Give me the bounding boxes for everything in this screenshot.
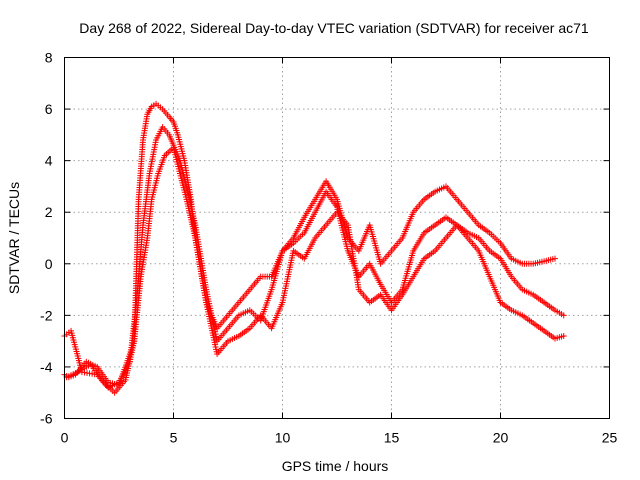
y-tick-label: 2	[45, 204, 53, 220]
y-tick-label: 0	[45, 256, 53, 272]
series-3	[63, 144, 567, 396]
y-tick-label: 4	[45, 153, 53, 169]
x-tick-label: 5	[170, 430, 178, 446]
y-tick-label: -6	[40, 411, 53, 427]
y-axis-label: SDTVAR / TECUs	[6, 182, 22, 294]
series-2	[61, 124, 567, 391]
x-tick-label: 10	[275, 430, 291, 446]
x-tick-label: 20	[493, 430, 509, 446]
y-tick-label: 6	[45, 101, 53, 117]
x-axis-label: GPS time / hours	[282, 458, 389, 474]
x-tick-label: 0	[61, 430, 69, 446]
y-tick-label: -4	[40, 359, 53, 375]
chart-title: Day 268 of 2022, Sidereal Day-to-day VTE…	[79, 20, 589, 36]
axis-ticks: 0 5 10 15 20 25 -6 -4 -2 0 2 4 6 8	[40, 50, 617, 446]
data-point	[552, 255, 558, 262]
grid-lines	[64, 57, 610, 419]
x-tick-label: 15	[384, 430, 400, 446]
y-tick-label: -2	[40, 307, 53, 323]
y-tick-label: 8	[45, 50, 53, 66]
data-point	[560, 332, 567, 339]
plot-frame	[64, 57, 610, 419]
x-tick-label: 25	[602, 430, 618, 446]
data-points	[61, 100, 567, 396]
data-point	[560, 312, 567, 319]
